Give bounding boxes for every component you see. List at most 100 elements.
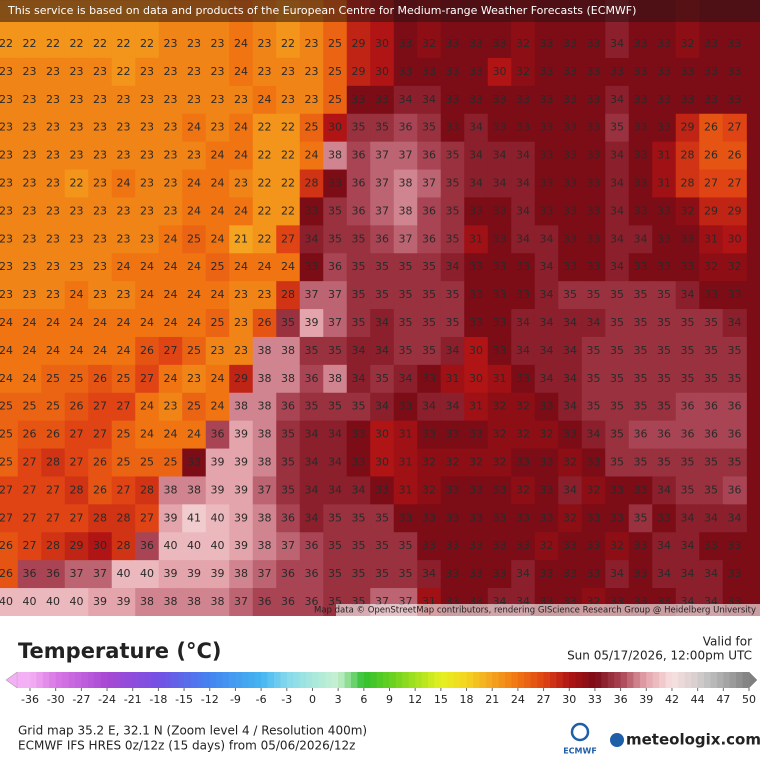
temp-cell — [417, 532, 442, 561]
temp-value: 22 — [0, 37, 13, 50]
temp-cell — [675, 225, 700, 254]
temp-cell — [628, 253, 653, 282]
temp-value: 24 — [187, 288, 201, 301]
temp-cell — [252, 588, 277, 616]
temp-cell — [511, 197, 536, 226]
temp-cell — [299, 141, 324, 171]
temp-value: 34 — [610, 232, 624, 245]
colorbar-segment — [736, 672, 743, 688]
temp-value: 24 — [281, 260, 295, 273]
colorbar-segment — [139, 672, 146, 688]
temp-cell — [628, 420, 653, 450]
temp-cell — [722, 141, 747, 171]
temp-value: 35 — [422, 288, 436, 301]
temp-cell — [464, 560, 489, 589]
temp-cell — [135, 448, 160, 478]
temp-value: 24 — [187, 121, 201, 134]
temp-cell — [417, 476, 442, 505]
colorbar-segment — [350, 672, 358, 688]
temp-value: 28 — [140, 483, 154, 496]
temp-cell — [229, 420, 254, 450]
temp-value: 27 — [117, 483, 131, 496]
temp-value: 35 — [587, 372, 601, 385]
temp-cell — [464, 57, 489, 87]
temp-cell — [276, 309, 301, 338]
temp-value: 33 — [493, 483, 507, 496]
temp-value: 39 — [234, 428, 248, 441]
temp-value: 35 — [657, 288, 671, 301]
temp-value: 25 — [46, 400, 60, 413]
temp-cell — [276, 225, 301, 254]
temp-cell — [370, 281, 395, 310]
temp-cell — [299, 225, 324, 254]
temp-cell — [252, 504, 277, 533]
temp-cell — [581, 364, 606, 394]
temp-cell — [581, 225, 606, 254]
temp-value: 29 — [234, 372, 248, 385]
temp-cell — [229, 141, 254, 171]
temp-cell — [722, 309, 747, 338]
temp-cell — [299, 253, 324, 282]
temp-cell — [346, 113, 371, 143]
temp-cell — [111, 504, 136, 533]
colorbar-segment — [177, 672, 185, 688]
colorbar-segment — [36, 672, 44, 688]
site-icon[interactable] — [610, 733, 624, 747]
temp-value: 24 — [93, 316, 107, 329]
temp-cell — [182, 336, 207, 366]
temp-cell — [393, 504, 418, 533]
temp-value: 27 — [140, 372, 154, 385]
temp-value: 35 — [328, 567, 342, 580]
temp-value: 34 — [540, 372, 554, 385]
temp-cell — [0, 113, 19, 143]
temp-cell — [88, 588, 113, 616]
temp-value: 31 — [469, 400, 483, 413]
temp-cell — [205, 336, 230, 366]
temp-cell — [64, 364, 89, 394]
colorbar-label: 21 — [485, 693, 499, 706]
temp-cell — [511, 532, 536, 561]
temp-value: 27 — [70, 511, 84, 524]
temp-value: 31 — [469, 232, 483, 245]
temp-cell — [511, 225, 536, 254]
colorbar-segment — [594, 672, 602, 688]
temp-cell — [628, 57, 653, 87]
temp-cell — [111, 225, 136, 254]
temp-cell — [182, 113, 207, 143]
temp-cell — [370, 169, 395, 199]
temp-cell — [652, 169, 677, 199]
temp-value: 34 — [305, 511, 319, 524]
temp-value: 40 — [23, 595, 37, 608]
temp-cell — [370, 85, 395, 115]
temp-cell — [699, 420, 724, 450]
temp-cell — [135, 281, 160, 310]
temp-cell — [205, 197, 230, 226]
colorbar-label: 33 — [588, 693, 602, 706]
temp-cell — [487, 225, 512, 254]
temp-cell — [252, 281, 277, 310]
temp-cell — [17, 253, 42, 282]
temp-cell — [276, 253, 301, 282]
temp-cell — [299, 113, 324, 143]
temp-value: 37 — [422, 177, 436, 190]
temp-cell — [0, 448, 19, 478]
colorbar-segment — [729, 672, 737, 688]
temp-cell — [205, 476, 230, 505]
temp-cell — [581, 57, 606, 87]
temp-value: 34 — [587, 316, 601, 329]
temp-value: 35 — [305, 344, 319, 357]
temp-value: 23 — [140, 177, 154, 190]
colorbar-segment — [376, 672, 384, 688]
temp-cell — [652, 225, 677, 254]
temp-value: 34 — [305, 456, 319, 469]
temp-cell — [323, 364, 348, 394]
site-logo[interactable]: meteologix.com — [626, 731, 760, 749]
temp-value: 35 — [610, 400, 624, 413]
temp-value: 23 — [258, 288, 272, 301]
temp-value: 28 — [46, 539, 60, 552]
temp-value: 24 — [234, 204, 248, 217]
temp-cell — [135, 85, 160, 115]
temp-cell — [88, 85, 113, 115]
temp-value: 33 — [563, 428, 577, 441]
temp-value: 23 — [0, 260, 13, 273]
